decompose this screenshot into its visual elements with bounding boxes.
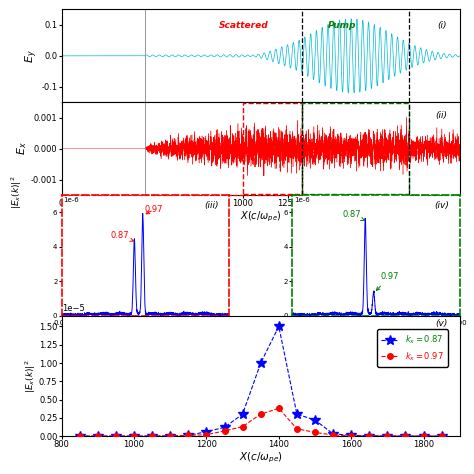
X-axis label: $k_x(c/\omega_{pe})^{-1}$: $k_x(c/\omega_{pe})^{-1}$ [353,331,400,346]
X-axis label: $k_x(c/\omega_{pe})^{-1}$: $k_x(c/\omega_{pe})^{-1}$ [122,331,169,346]
Y-axis label: $E_y$: $E_y$ [24,49,40,63]
Text: 0.87: 0.87 [111,231,133,241]
Legend: $k_x = 0.87$, $k_x = 0.97$: $k_x = 0.87$, $k_x = 0.97$ [377,329,447,367]
Text: 1e-6: 1e-6 [64,197,79,203]
Text: (iv): (iv) [435,201,449,210]
Y-axis label: $|E_x(k)|^2$: $|E_x(k)|^2$ [23,359,37,392]
Text: (iii): (iii) [204,201,219,210]
Text: (v): (v) [436,319,448,328]
Text: 1e-6: 1e-6 [294,197,310,203]
Text: (i): (i) [437,21,447,30]
X-axis label: $X(c/\omega_{pe})$: $X(c/\omega_{pe})$ [239,451,283,465]
Text: 0.97: 0.97 [376,273,399,291]
Bar [302,103,409,194]
Text: 0.97: 0.97 [145,205,163,214]
Text: (ii): (ii) [436,110,447,119]
Text: $|E_x(k)|^2$: $|E_x(k)|^2$ [9,175,24,209]
X-axis label: $X(c/\omega_{pe})$: $X(c/\omega_{pe})$ [240,210,282,224]
Text: Pump: Pump [328,21,356,30]
Y-axis label: $E_x$: $E_x$ [16,142,29,155]
Bar [243,103,302,194]
Text: 0.87: 0.87 [343,210,365,220]
Text: Scattered: Scattered [219,21,269,30]
